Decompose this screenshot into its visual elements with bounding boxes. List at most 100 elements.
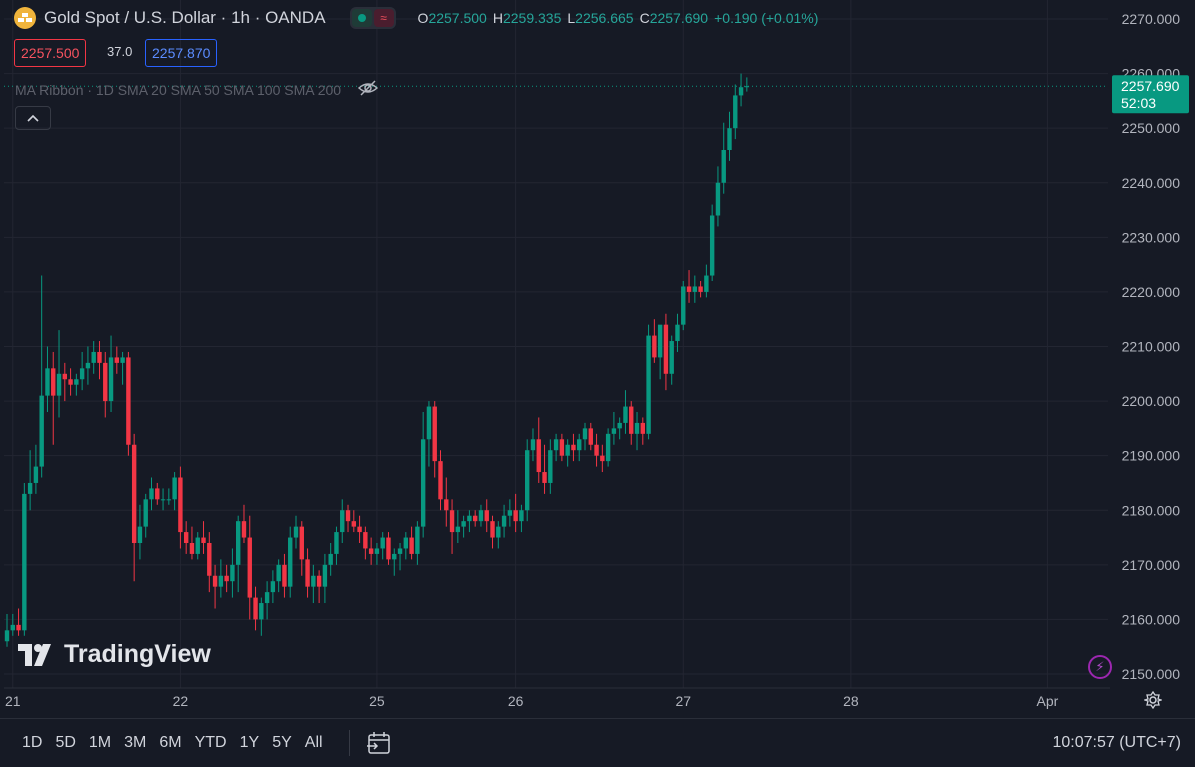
market-status-toggle[interactable]: ≈	[349, 7, 396, 29]
x-axis-tick-label: 22	[173, 693, 189, 709]
candle-body	[577, 439, 582, 451]
symbol-title[interactable]: Gold Spot / U.S. Dollar · 1h · OANDA	[44, 8, 326, 27]
candle-body	[432, 406, 437, 462]
candle-body	[259, 603, 264, 620]
range-ytd[interactable]: YTD	[194, 734, 227, 751]
buy-button[interactable]: 2257.870	[145, 39, 218, 67]
calendar-goto-icon[interactable]	[366, 731, 392, 760]
candle-body	[675, 324, 680, 342]
candle-body	[288, 537, 293, 587]
candle-body	[738, 87, 744, 96]
candle-body	[282, 564, 287, 587]
candle-body	[698, 286, 703, 292]
y-axis-tick-label: 2200.000	[1122, 393, 1181, 409]
candle-body	[634, 422, 640, 434]
candle-body	[328, 553, 333, 565]
y-axis-tick-label: 2160.000	[1122, 611, 1181, 627]
y-axis-tick-label: 2220.000	[1122, 284, 1181, 300]
candle-body	[490, 521, 495, 538]
y-axis-tick-label: 2230.000	[1122, 229, 1181, 245]
candle-body	[149, 488, 154, 500]
candle-body	[380, 537, 385, 549]
ma-ribbon-legend[interactable]: MA Ribbon · 1D SMA 20 SMA 50 SMA 100 SMA…	[15, 80, 379, 99]
candle-body	[455, 526, 461, 533]
range-1m[interactable]: 1M	[88, 734, 112, 751]
range-all[interactable]: All	[304, 734, 323, 751]
candle-body	[357, 526, 362, 533]
candle-body	[553, 439, 559, 451]
candle-body	[178, 477, 183, 533]
candle-body	[467, 515, 472, 522]
candle-body	[22, 493, 27, 631]
candle-body	[253, 597, 258, 620]
candle-body	[496, 526, 501, 538]
candle-body	[525, 450, 530, 511]
candle-body	[386, 537, 391, 560]
candle-body	[137, 526, 143, 543]
candle-body	[548, 450, 553, 483]
candle-body	[218, 575, 224, 587]
candle-body	[744, 86, 750, 88]
eye-hidden-icon[interactable]	[357, 80, 379, 99]
range-1d[interactable]: 1D	[22, 734, 43, 751]
candle-body	[582, 428, 588, 440]
candle-body	[530, 439, 536, 451]
candle-body	[652, 335, 657, 358]
candle-body	[345, 510, 351, 522]
candle-body	[415, 526, 420, 554]
toolbar-divider	[349, 730, 350, 756]
lightning-icon[interactable]: ⚡	[1088, 655, 1112, 679]
candle-body	[397, 548, 403, 554]
symbol-legend[interactable]: Gold Spot / U.S. Dollar · 1h · OANDA ≈ O…	[14, 7, 818, 29]
candle-body	[166, 499, 172, 501]
collapse-indicators-button[interactable]	[15, 106, 51, 130]
candle-body	[62, 373, 67, 380]
candle-body	[126, 357, 131, 445]
y-axis-tick-label: 2210.000	[1122, 339, 1181, 355]
candle-body	[594, 444, 599, 456]
candle-body	[646, 335, 651, 434]
candle-body	[472, 515, 478, 522]
current-price-tag[interactable]	[1112, 75, 1189, 114]
range-5y[interactable]: 5Y	[272, 734, 292, 751]
candle-body	[392, 553, 397, 560]
candle-body	[247, 537, 252, 598]
sell-button[interactable]: 2257.500	[14, 39, 87, 67]
timezone-clock[interactable]: 10:07:57 (UTC+7)	[1052, 734, 1181, 751]
candle-body	[542, 472, 547, 483]
tradingview-logo: TradingView	[18, 640, 211, 669]
candle-body	[79, 368, 85, 380]
candle-body	[270, 581, 276, 593]
candle-body	[461, 521, 466, 527]
candle-body	[600, 455, 605, 462]
range-6m[interactable]: 6M	[159, 734, 182, 751]
y-axis-tick-label: 2270.000	[1122, 11, 1181, 27]
candle-body	[686, 286, 692, 292]
candle-body	[513, 510, 518, 522]
candle-body	[715, 182, 721, 216]
range-1y[interactable]: 1Y	[239, 734, 260, 751]
candle-body	[299, 526, 304, 560]
ohlc-readout: O2257.500 H2259.335 L2256.665 C2257.690 …	[417, 10, 819, 26]
settings-gear-icon[interactable]	[1142, 690, 1164, 714]
candle-body	[114, 357, 120, 363]
candle-body	[657, 324, 663, 358]
x-axis-tick-label: 25	[369, 693, 385, 709]
candle-body	[212, 575, 218, 587]
candle-body	[224, 575, 229, 582]
chevron-up-icon	[27, 114, 39, 122]
x-axis-tick-label: 28	[843, 693, 859, 709]
range-3m[interactable]: 3M	[124, 734, 147, 751]
candle-body	[623, 406, 628, 423]
candle-body	[617, 422, 622, 429]
date-range-selector: 1D 5D 1M 3M 6M YTD 1Y 5Y All	[22, 734, 323, 752]
change-readout: +0.190 (+0.01%)	[714, 10, 819, 26]
candle-body	[733, 95, 738, 129]
candle-body	[605, 433, 611, 462]
y-axis-tick-label: 2240.000	[1122, 175, 1181, 191]
range-5d[interactable]: 5D	[55, 734, 76, 751]
candle-body	[565, 444, 570, 456]
logo-text: TradingView	[64, 640, 211, 668]
current-price-value: 2257.690	[1121, 78, 1180, 94]
